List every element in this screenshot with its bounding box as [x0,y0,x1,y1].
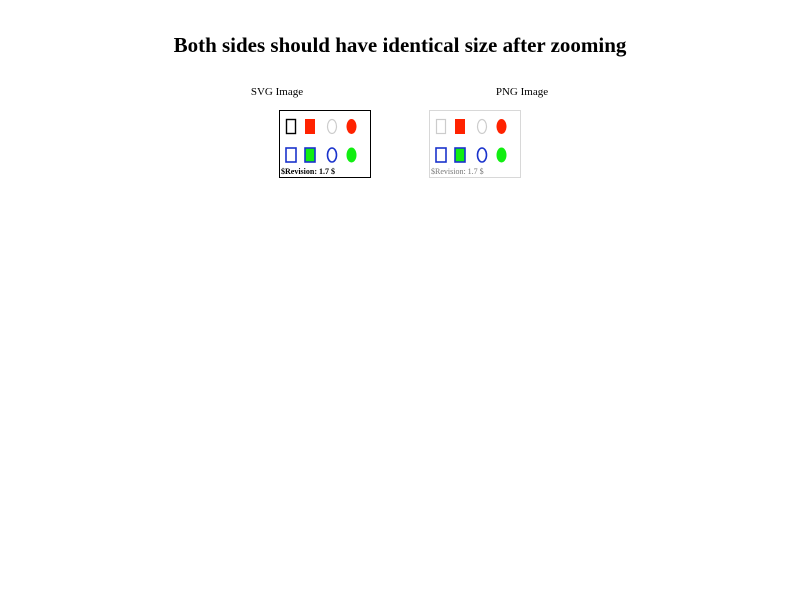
png-image-panel: $Revision: 1.7 $ [429,110,521,178]
svg-image-caption: SVG Image [250,86,304,98]
png-shapes-graphic [435,118,507,163]
svg-revision-label: $Revision: 1.7 $ [281,167,335,176]
svg-image-panel: $Revision: 1.7 $ [279,110,371,178]
green-filled-ellipse [346,147,357,163]
page-title: Both sides should have identical size af… [173,33,627,57]
blue-outline-ellipse [326,147,338,163]
blue-outline-rect [435,147,447,163]
svg-shapes-graphic [285,118,357,163]
green-filled-rect [454,147,466,163]
png-image-caption: PNG Image [495,86,549,98]
blue-outline-rect [285,147,297,163]
gray-outline-ellipse [476,118,488,135]
red-filled-ellipse [346,119,357,134]
red-filled-ellipse [496,119,507,134]
green-filled-rect [304,147,316,163]
green-filled-ellipse [496,147,507,163]
red-filled-rect [455,119,465,134]
red-filled-rect [305,119,315,134]
blue-outline-ellipse [476,147,488,163]
gray-outline-rect [435,118,447,135]
gray-outline-ellipse [326,118,338,135]
black-outline-rect [285,118,297,135]
png-revision-label: $Revision: 1.7 $ [431,167,484,176]
